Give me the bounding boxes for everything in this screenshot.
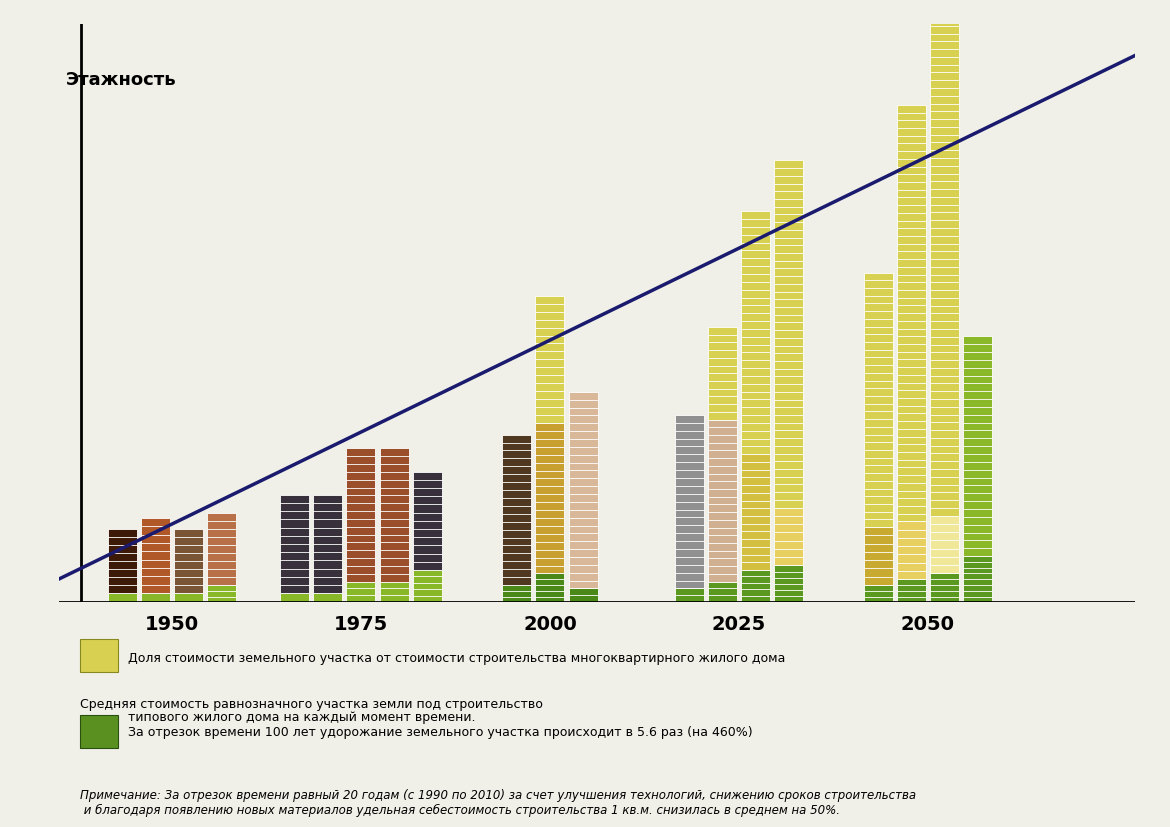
Bar <box>930 574 959 603</box>
Bar <box>108 594 137 603</box>
Text: Примечание: За отрезок времени равный 20 годам (с 1990 по 2010) за счет улучшени: Примечание: За отрезок времени равный 20… <box>80 788 916 815</box>
Bar <box>569 589 598 603</box>
Bar <box>708 420 737 582</box>
Text: Этажность: Этажность <box>66 71 177 89</box>
Bar <box>502 435 531 586</box>
Bar <box>346 449 376 582</box>
Bar <box>863 586 893 603</box>
Bar <box>569 392 598 589</box>
Bar <box>536 574 564 603</box>
Bar <box>413 472 441 571</box>
Bar <box>280 594 309 603</box>
Bar <box>502 586 531 603</box>
Bar <box>897 580 925 603</box>
Bar <box>379 449 408 582</box>
Bar <box>775 161 803 508</box>
Bar <box>314 594 343 603</box>
Bar <box>897 106 925 522</box>
Bar <box>775 508 803 566</box>
Bar <box>207 586 236 603</box>
Bar <box>708 327 737 420</box>
Bar <box>80 639 118 672</box>
Bar <box>963 557 992 603</box>
Bar <box>280 495 309 594</box>
Text: типового жилого дома на каждый момент времени.
За отрезок времени 100 лет удорож: типового жилого дома на каждый момент вр… <box>129 710 753 739</box>
Bar <box>174 530 202 594</box>
Bar <box>314 495 343 594</box>
Bar <box>741 571 770 603</box>
Bar <box>897 522 925 580</box>
Bar <box>930 516 959 574</box>
Bar <box>108 530 137 594</box>
Bar <box>675 589 703 603</box>
Bar <box>863 528 893 586</box>
Bar <box>207 514 236 586</box>
Text: Средняя стоимость равнозначного участка земли под строительство: Средняя стоимость равнозначного участка … <box>80 697 543 710</box>
Bar <box>775 566 803 603</box>
Bar <box>80 715 118 748</box>
Bar <box>536 423 564 574</box>
Bar <box>863 273 893 528</box>
Bar <box>741 455 770 571</box>
Bar <box>174 594 202 603</box>
Bar <box>140 594 170 603</box>
Bar <box>536 296 564 423</box>
Bar <box>741 212 770 455</box>
Bar <box>346 582 376 603</box>
Bar <box>963 337 992 557</box>
Text: Доля стоимости земельного участка от стоимости строительства многоквартирного жи: Доля стоимости земельного участка от сто… <box>129 651 786 664</box>
Bar <box>708 582 737 603</box>
Bar <box>379 582 408 603</box>
Bar <box>413 571 441 603</box>
Bar <box>675 415 703 589</box>
Bar <box>140 519 170 594</box>
Bar <box>930 19 959 516</box>
